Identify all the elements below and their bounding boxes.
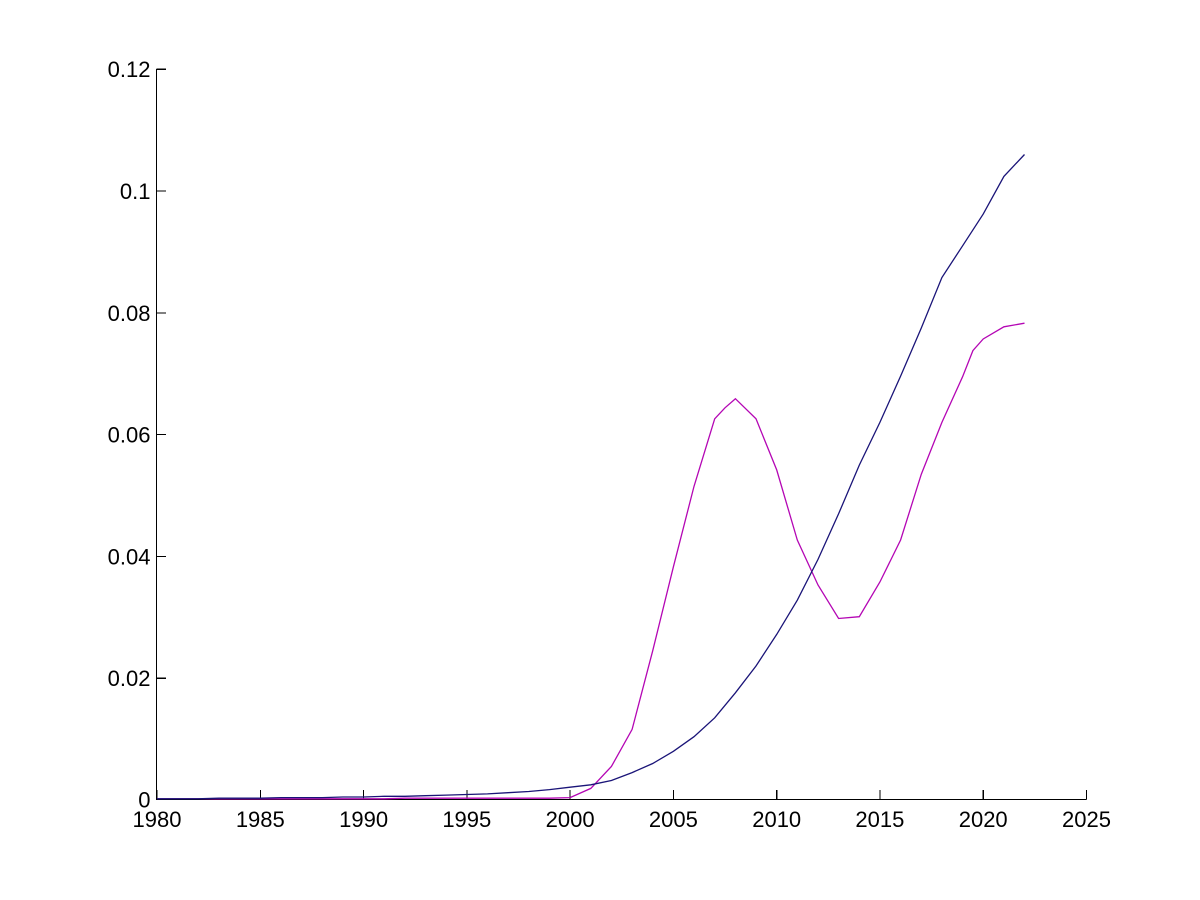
svg-text:0.04: 0.04 [108,544,151,569]
svg-text:0.08: 0.08 [108,301,151,326]
svg-text:1980: 1980 [133,807,182,832]
svg-text:2000: 2000 [546,807,595,832]
svg-text:1995: 1995 [442,807,491,832]
svg-text:1990: 1990 [339,807,388,832]
svg-text:2015: 2015 [855,807,904,832]
svg-text:0.1: 0.1 [120,179,151,204]
svg-text:1985: 1985 [236,807,285,832]
svg-text:0.02: 0.02 [108,666,151,691]
svg-text:2025: 2025 [1062,807,1111,832]
svg-text:2020: 2020 [959,807,1008,832]
svg-text:0: 0 [138,788,150,813]
svg-text:2010: 2010 [752,807,801,832]
svg-text:0.12: 0.12 [108,57,151,82]
svg-text:0.06: 0.06 [108,423,151,448]
svg-text:2005: 2005 [649,807,698,832]
